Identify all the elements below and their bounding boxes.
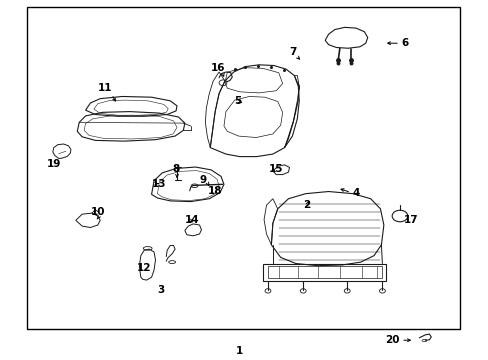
Text: 9: 9 xyxy=(199,175,206,185)
Text: 15: 15 xyxy=(268,164,283,174)
Text: 20: 20 xyxy=(384,335,399,345)
Text: 18: 18 xyxy=(207,186,222,196)
Text: 19: 19 xyxy=(46,159,61,169)
Text: 17: 17 xyxy=(403,215,417,225)
Text: 1: 1 xyxy=(236,346,243,356)
Text: 3: 3 xyxy=(158,285,164,295)
Text: 11: 11 xyxy=(98,83,112,93)
Text: 5: 5 xyxy=(233,96,241,106)
Text: 16: 16 xyxy=(210,63,224,73)
Text: 4: 4 xyxy=(351,188,359,198)
Text: 12: 12 xyxy=(137,263,151,273)
Text: 6: 6 xyxy=(400,38,407,48)
Text: 7: 7 xyxy=(289,47,297,57)
Text: 2: 2 xyxy=(303,200,310,210)
Bar xyxy=(27,7,459,329)
Text: 13: 13 xyxy=(151,179,166,189)
Text: 10: 10 xyxy=(90,207,105,217)
Text: 14: 14 xyxy=(184,215,199,225)
Text: 8: 8 xyxy=(172,164,179,174)
